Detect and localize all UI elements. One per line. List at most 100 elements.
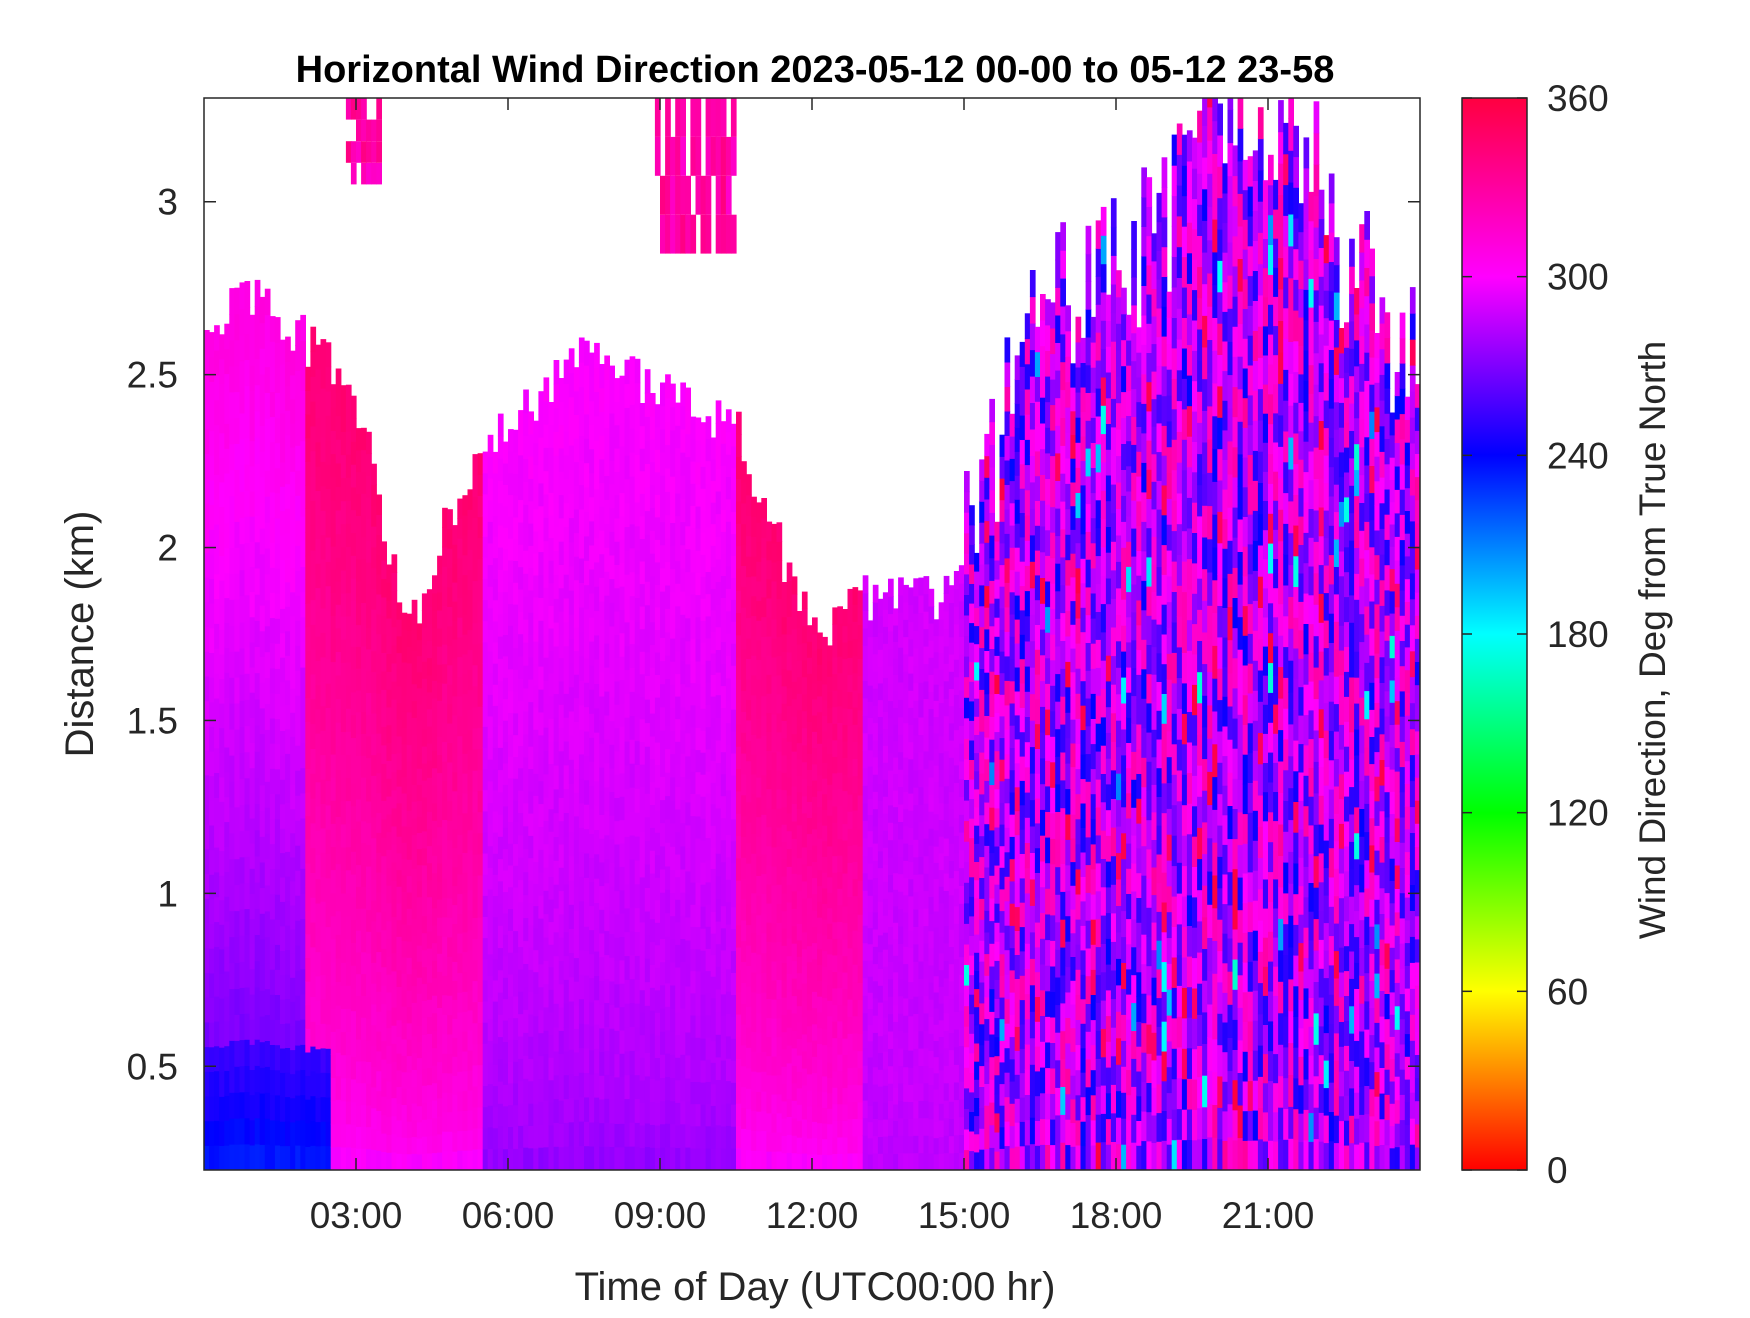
heatmap-cell [407,761,413,778]
heatmap-cell [599,980,605,1004]
heatmap-cell [655,877,661,900]
heatmap-cell [609,839,615,863]
heatmap-cell [468,610,474,631]
heatmap-cell [756,660,762,680]
heatmap-cell [285,1072,291,1097]
heatmap-cell [832,1021,838,1038]
heatmap-cell [538,1124,544,1148]
heatmap-cell [366,540,372,562]
heatmap-cell [523,872,529,896]
heatmap-cell [772,828,778,848]
heatmap-cell [427,931,433,949]
heatmap-cell [832,1071,838,1088]
heatmap-cell [635,1051,641,1076]
heatmap-cell [397,803,403,820]
heatmap-cell [204,750,210,775]
heatmap-cell [802,830,808,848]
heatmap-cell [234,495,240,522]
heatmap-cell [473,791,479,813]
heatmap-cell [944,803,950,821]
heatmap-cell [898,1065,904,1083]
heatmap-cell [229,1144,235,1171]
heatmap-cell [766,808,772,828]
heatmap-cell [898,961,904,979]
heatmap-cell [417,865,423,882]
heatmap-cell [822,1045,828,1061]
heatmap-cell [741,1128,747,1149]
heatmap-cell [376,892,382,913]
heatmap-cell [711,588,717,610]
heatmap-cell [483,1107,489,1129]
heatmap-cell [559,891,565,915]
heatmap-cell [690,1126,696,1149]
heatmap-cell [924,681,930,699]
heatmap-cell [756,836,762,856]
heatmap-cell [255,908,261,935]
heatmap-cell [635,788,641,813]
heatmap-cell [447,937,453,957]
heatmap-cell [564,693,570,717]
heatmap-cell [219,826,225,851]
heatmap-cell [756,522,762,542]
heatmap-cell [711,696,717,718]
heatmap-cell [711,955,717,977]
heatmap-cell [285,680,291,705]
heatmap-cell [604,883,610,908]
heatmap-cell [822,1076,828,1092]
heatmap-cell [746,740,752,761]
heatmap-cell [888,1100,894,1118]
heatmap-cell [442,703,448,723]
heatmap-cell [660,522,666,546]
heatmap-cell [493,1128,499,1150]
heatmap-cell [736,523,742,546]
heatmap-cell [589,401,595,426]
heatmap-cell [701,1148,707,1171]
heatmap-cell [609,1146,615,1170]
heatmap-cell [609,579,615,603]
heatmap-cell [741,670,747,691]
heatmap-cell [518,678,524,701]
heatmap-cell [255,332,261,359]
heatmap-cell [812,683,818,700]
heatmap-cell [939,769,945,786]
heatmap-cell [422,1017,428,1035]
heatmap-cell [493,621,499,643]
heatmap-cell [812,1056,818,1073]
heatmap-cell [295,895,301,921]
heatmap-cell [883,643,889,661]
heatmap-cell [665,468,671,492]
heatmap-cell [939,1053,945,1070]
heatmap-cell [792,646,798,664]
heatmap-cell [376,1091,382,1112]
heatmap-cell [513,865,519,887]
heatmap-cell [442,975,448,995]
heatmap-cell [650,599,656,623]
heatmap-cell [873,809,879,827]
heatmap-cell [250,919,256,945]
heatmap-cell [305,792,311,816]
heatmap-cell [630,1003,636,1028]
heatmap-cell [569,1073,575,1098]
heatmap-cell [518,745,524,768]
heatmap-cell [493,536,499,558]
heatmap-cell [376,872,382,893]
heatmap-cell [787,670,793,689]
heatmap-cell [336,887,342,911]
heatmap-cell [594,902,600,927]
heatmap-cell [366,562,372,584]
heatmap-cell [214,375,220,400]
heatmap-cell [204,330,210,355]
heatmap-cell [802,847,808,865]
heatmap-cell [837,838,843,855]
heatmap-cell [538,483,544,507]
heatmap-cell [832,905,838,922]
heatmap-cell [746,1047,752,1068]
heatmap-cell [533,1126,539,1149]
heatmap-cell [701,642,707,665]
heatmap-cell [234,859,240,886]
heatmap-cell [939,786,945,803]
heatmap-cell [802,1017,808,1035]
heatmap-cell [645,793,651,817]
heatmap-cell [427,760,433,778]
heatmap-cell [660,1101,666,1125]
